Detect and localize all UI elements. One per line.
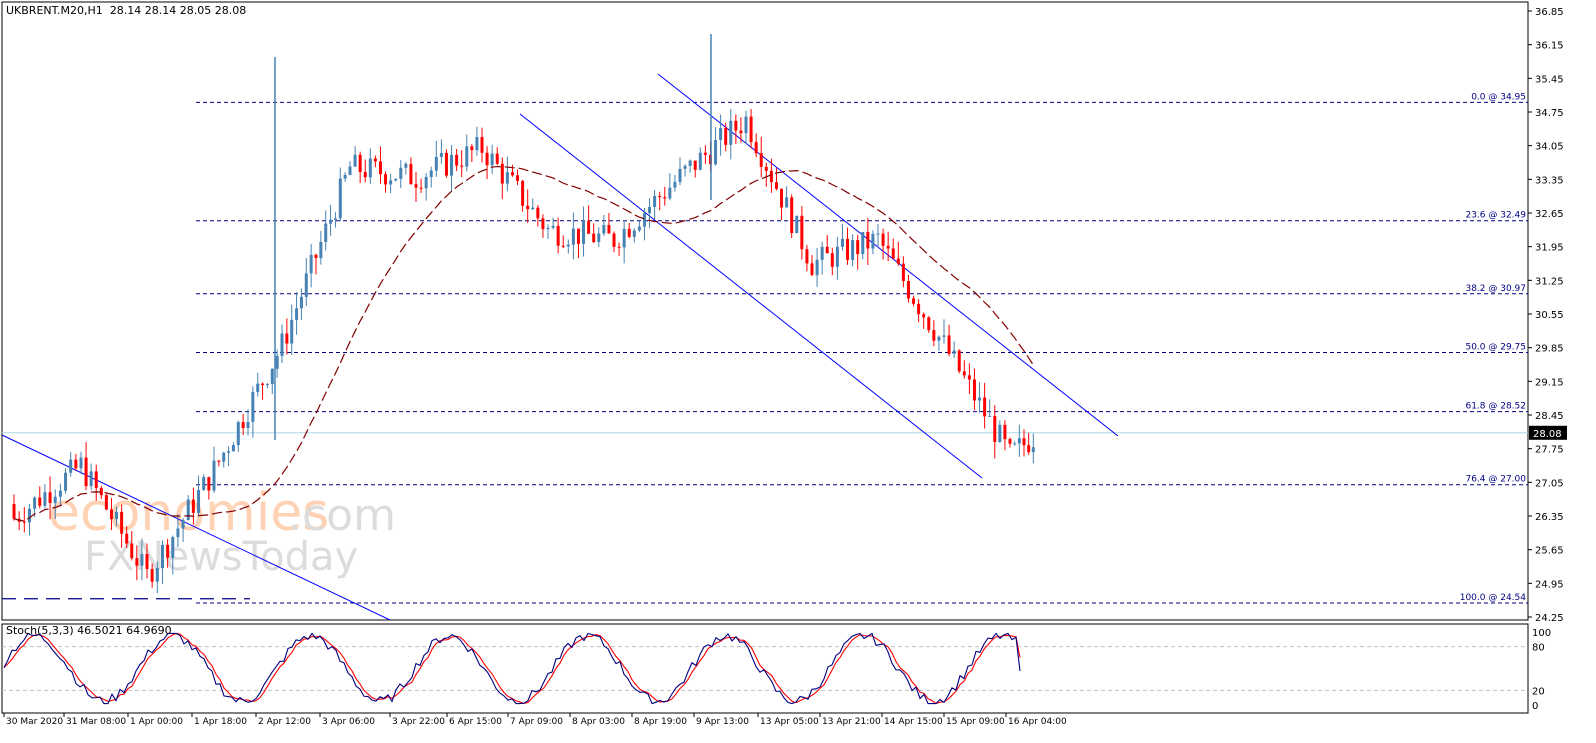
fib-label: 50.0 @ 29.75 (1465, 342, 1526, 352)
time-tick: 30 Mar 2020 (6, 717, 63, 727)
time-tick: 7 Apr 09:00 (510, 717, 563, 727)
time-tick: 2 Apr 12:00 (258, 717, 311, 727)
fib-label: 76.4 @ 27.00 (1465, 475, 1526, 485)
fib-label: 0.0 @ 34.95 (1471, 92, 1526, 102)
ohlc-values: 28.14 28.14 28.05 28.08 (109, 4, 247, 17)
stoch-main-line (3, 632, 1021, 705)
time-tick: 16 Apr 04:00 (1008, 717, 1067, 727)
main-pane (1, 1, 1529, 621)
price-tick: 25.65 (1535, 546, 1564, 557)
price-tick: 36.15 (1535, 41, 1564, 52)
price-tick: 34.05 (1535, 142, 1564, 153)
time-axis: 30 Mar 2020 31 Mar 08:00 1 Apr 00:00 1 Apr … (3, 713, 1067, 727)
time-tick: 31 Mar 08:00 (66, 717, 126, 727)
candles (12, 34, 1035, 594)
stoch-signal-line (3, 632, 1021, 705)
stoch-tick: 0 (1532, 701, 1538, 712)
time-tick: 15 Apr 09:00 (946, 717, 1005, 727)
price-tick: 33.35 (1535, 175, 1564, 186)
time-tick: 1 Apr 00:00 (130, 717, 183, 727)
fib-label: 61.8 @ 28.52 (1465, 402, 1526, 412)
chart-title: UKBRENT.M20,H1 28.14 28.14 28.05 28.08 (6, 4, 246, 17)
time-tick: 13 Apr 21:00 (822, 717, 881, 727)
price-tick: 27.05 (1535, 478, 1564, 489)
price-tick: 29.15 (1535, 377, 1564, 388)
price-tick: 30.55 (1535, 310, 1564, 321)
time-tick: 3 Apr 06:00 (322, 717, 375, 727)
svg-text:FXNewsToday: FXNewsToday (84, 534, 358, 580)
price-tick: 24.95 (1535, 579, 1564, 590)
stoch-tick: 20 (1532, 686, 1545, 697)
fib-label: 23.6 @ 32.49 (1465, 211, 1526, 221)
price-axis: 36.85 36.15 35.45 34.75 34.05 33.35 32.65 31.95… (1528, 7, 1564, 624)
fibonacci-levels[interactable]: 0.0 @ 34.95 23.6 @ 32.49 38.2 @ 30.97 50.0 … (196, 92, 1528, 604)
price-tick: 31.25 (1535, 276, 1564, 287)
time-tick: 1 Apr 18:00 (194, 717, 247, 727)
price-tick: 24.25 (1535, 613, 1564, 624)
time-tick: 6 Apr 15:00 (449, 717, 502, 727)
moving-average (13, 165, 1034, 522)
stoch-pane (1, 623, 1529, 714)
price-tick: 35.45 (1535, 74, 1564, 85)
symbol-label: UKBRENT.M20,H1 (6, 4, 103, 17)
price-tick: 32.65 (1535, 209, 1564, 220)
price-tick: 27.75 (1535, 445, 1564, 456)
time-tick: 14 Apr 15:00 (884, 717, 943, 727)
stochastic-label: Stoch(5,3,3) 46.5021 64.9690 (6, 624, 172, 637)
price-tick: 36.85 (1535, 7, 1564, 18)
price-tick: 31.95 (1535, 243, 1564, 254)
time-tick: 9 Apr 13:00 (696, 717, 749, 727)
price-tick: 28.45 (1535, 411, 1564, 422)
stoch-tick: 100 (1532, 628, 1551, 639)
fib-label: 38.2 @ 30.97 (1465, 284, 1526, 294)
price-tick: 29.85 (1535, 344, 1564, 355)
price-tick: 34.75 (1535, 108, 1564, 119)
price-tick: 26.35 (1535, 512, 1564, 523)
time-tick: 8 Apr 03:00 (572, 717, 625, 727)
svg-text:.com: .com (288, 490, 396, 541)
current-price-badge (1529, 425, 1567, 440)
time-tick: 8 Apr 19:00 (634, 717, 687, 727)
time-tick: 3 Apr 22:00 (392, 717, 445, 727)
fib-label: 100.0 @ 24.54 (1460, 593, 1527, 603)
stoch-tick: 80 (1532, 643, 1545, 654)
time-tick: 13 Apr 05:00 (760, 717, 819, 727)
svg-text:28.08: 28.08 (1533, 429, 1562, 440)
